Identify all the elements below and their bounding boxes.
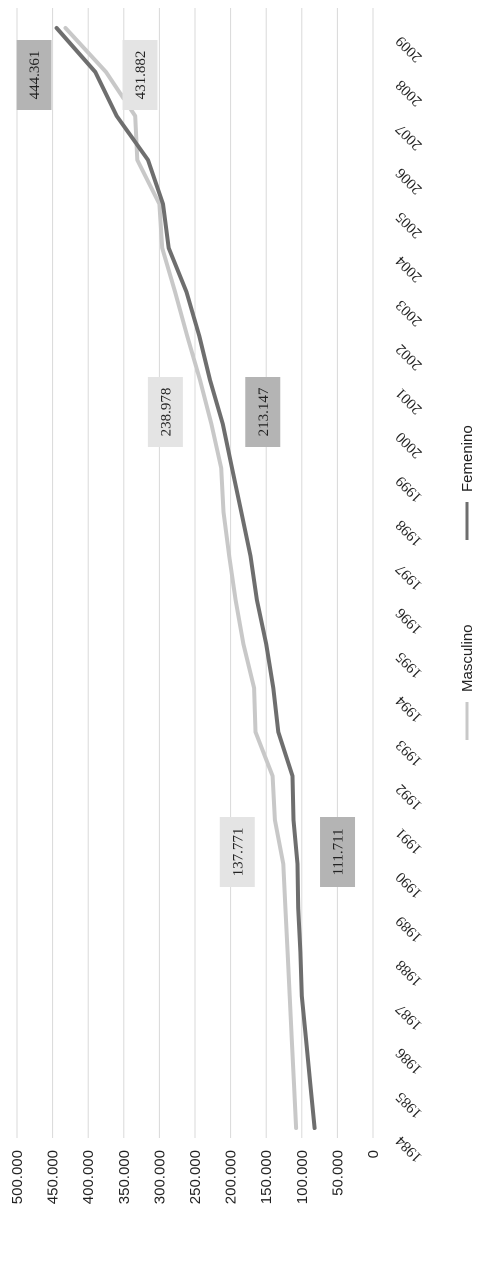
series-line-femenino (54, 26, 317, 1130)
data-label-box (147, 377, 183, 447)
value-tick-label: 300.000 (151, 1150, 168, 1204)
value-tick-label: 400.000 (80, 1150, 97, 1204)
year-tick-label: 1997 (393, 560, 426, 593)
data-label-box (320, 817, 356, 887)
data-label-text: 213.147 (256, 387, 272, 436)
data-label-text: 431.882 (133, 51, 149, 100)
data-label-box (122, 40, 158, 110)
value-tick-label: 200.000 (223, 1150, 240, 1204)
value-tick-label: 50.000 (329, 1150, 346, 1196)
data-label-masculino-2009: 431.882 (122, 40, 158, 110)
year-tick-label: 1998 (393, 517, 426, 550)
data-label-femenino-2000: 213.147 (245, 377, 281, 447)
series-lines (54, 26, 317, 1130)
value-tick-label: 500.000 (9, 1150, 26, 1204)
data-labels: 137.771 111.711 238.978 213.147 431.882 444.3… (16, 40, 356, 887)
legend: Masculino Femenino (459, 425, 476, 740)
year-tick-label: 2007 (393, 120, 426, 153)
year-tick-label: 2006 (393, 164, 426, 197)
data-label-femenino-2009: 444.361 (16, 40, 52, 110)
year-tick-label: 2004 (393, 252, 426, 285)
year-tick-label: 1987 (393, 1000, 426, 1033)
year-tick-label: 2009 (393, 33, 426, 66)
year-tick-label: 2008 (393, 77, 426, 110)
data-label-box (219, 817, 255, 887)
year-tick-label: 1992 (393, 781, 426, 814)
year-tick-label: 1990 (393, 869, 426, 902)
series-line-masculino (63, 26, 299, 1130)
value-tick-label: 250.000 (187, 1150, 204, 1204)
data-label-text: 111.711 (331, 828, 347, 875)
year-tick-labels: 1984 1985 1986 1987 1988 1989 1990 1991 1992 1993… (393, 33, 426, 1166)
year-tick-label: 1986 (393, 1044, 426, 1077)
value-tick-label: 450.000 (45, 1150, 62, 1204)
data-label-text: 137.771 (230, 828, 246, 877)
year-tick-label: 2003 (393, 297, 426, 330)
data-label-femenino-1990: 111.711 (320, 817, 356, 887)
legend-label-masculino: Masculino (459, 624, 476, 692)
value-tick-label: 150.000 (258, 1150, 275, 1204)
data-label-box (16, 40, 52, 110)
value-tick-labels: 0 50.000 100.000 150.000 200.000 250.000 300.0… (9, 1150, 382, 1204)
year-tick-label: 2001 (393, 385, 426, 418)
year-tick-label: 1991 (393, 825, 426, 858)
gridlines (16, 8, 374, 1138)
data-label-text: 444.361 (27, 51, 43, 100)
value-tick-label: 100.000 (294, 1150, 311, 1204)
data-label-masculino-1990: 137.771 (219, 817, 255, 887)
year-tick-label: 1994 (393, 692, 426, 725)
year-tick-label: 1993 (393, 737, 426, 770)
legend-label-femenino: Femenino (459, 425, 476, 492)
year-tick-label: 1989 (393, 913, 426, 946)
value-tick-label: 350.000 (116, 1150, 133, 1204)
year-tick-label: 1984 (393, 1132, 426, 1165)
data-label-masculino-2000: 238.978 (147, 377, 183, 447)
year-tick-label: 1995 (393, 649, 426, 682)
year-tick-label: 1988 (393, 957, 426, 990)
year-tick-label: 2002 (393, 341, 426, 374)
year-tick-label: 1996 (393, 604, 426, 637)
year-tick-label: 1999 (393, 473, 426, 506)
year-tick-label: 2000 (393, 429, 426, 462)
data-label-text: 238.978 (158, 388, 174, 437)
year-tick-label: 2005 (393, 209, 426, 242)
data-label-box (245, 377, 281, 447)
value-tick-label: 0 (365, 1150, 382, 1158)
year-tick-label: 1985 (393, 1089, 426, 1122)
